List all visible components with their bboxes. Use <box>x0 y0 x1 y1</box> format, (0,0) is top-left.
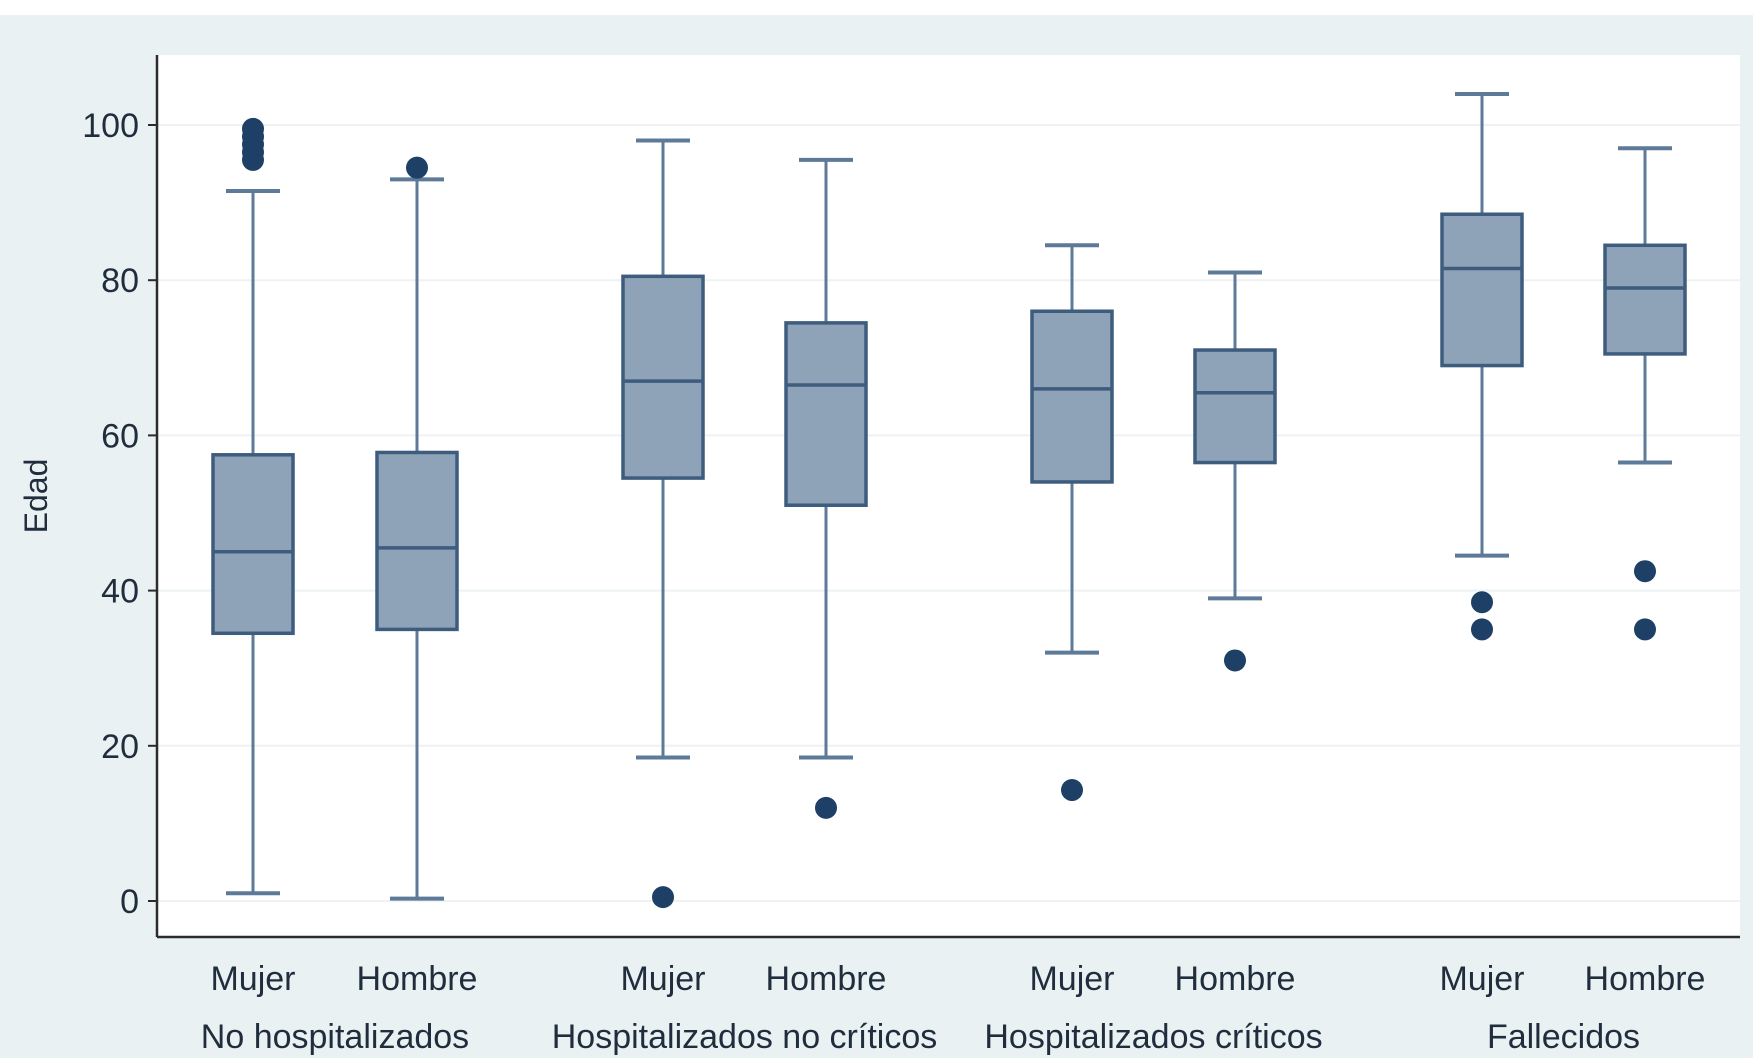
category-label: Mujer <box>210 960 295 998</box>
outlier-point <box>1471 618 1493 641</box>
iqr-box <box>784 321 868 507</box>
box-mujer <box>211 117 295 896</box>
box-hombre <box>784 157 868 819</box>
outlier-point <box>1634 618 1656 641</box>
iqr-box <box>1193 348 1277 465</box>
iqr-box <box>1030 309 1114 484</box>
y-tick-label: 100 <box>82 107 139 145</box>
group-label: Fallecidos <box>1487 1018 1640 1056</box>
group-label: No hospitalizados <box>201 1018 469 1056</box>
iqr-box <box>211 453 295 636</box>
y-tick-label: 80 <box>101 262 139 300</box>
box-mujer <box>621 138 705 909</box>
category-labels: Mujer Hombre No hospitalizados Mujer Hombre H… <box>201 960 1706 1056</box>
iqr-box <box>1603 243 1687 356</box>
outlier-point <box>1471 591 1493 614</box>
iqr-box <box>375 450 459 632</box>
box-hombre <box>1603 146 1687 641</box>
box-hombre <box>375 156 459 901</box>
iqr-box <box>621 274 705 480</box>
category-label: Mujer <box>620 960 705 998</box>
y-tick-label: 20 <box>101 728 139 766</box>
group-label: Hospitalizados no críticos <box>552 1018 938 1056</box>
category-label: Mujer <box>1439 960 1524 998</box>
axes: 0 20 40 60 80 100 <box>82 55 1740 939</box>
category-label: Hombre <box>766 960 887 998</box>
outlier-point <box>815 796 837 819</box>
outlier-point <box>1224 649 1246 672</box>
y-tick-label: 0 <box>120 883 139 921</box>
box-mujer <box>1030 243 1114 802</box>
category-label: Mujer <box>1029 960 1114 998</box>
y-tick-label: 60 <box>101 417 139 455</box>
box-hombre <box>1193 270 1277 672</box>
outlier-point <box>1061 779 1083 802</box>
top-margin <box>0 0 1753 15</box>
gridlines <box>157 124 1740 902</box>
box-mujer <box>1440 91 1524 641</box>
outlier-point <box>406 156 428 179</box>
category-label: Hombre <box>1585 960 1706 998</box>
y-tick-label: 40 <box>101 573 139 611</box>
boxes <box>211 91 1687 909</box>
outlier-point <box>652 886 674 909</box>
group-label: Hospitalizados críticos <box>984 1018 1322 1056</box>
iqr-box <box>1440 212 1524 368</box>
y-axis-label: Edad <box>18 459 54 534</box>
outlier-point <box>1634 560 1656 583</box>
outlier-point <box>242 117 264 140</box>
category-label: Hombre <box>357 960 478 998</box>
category-label: Hombre <box>1175 960 1296 998</box>
